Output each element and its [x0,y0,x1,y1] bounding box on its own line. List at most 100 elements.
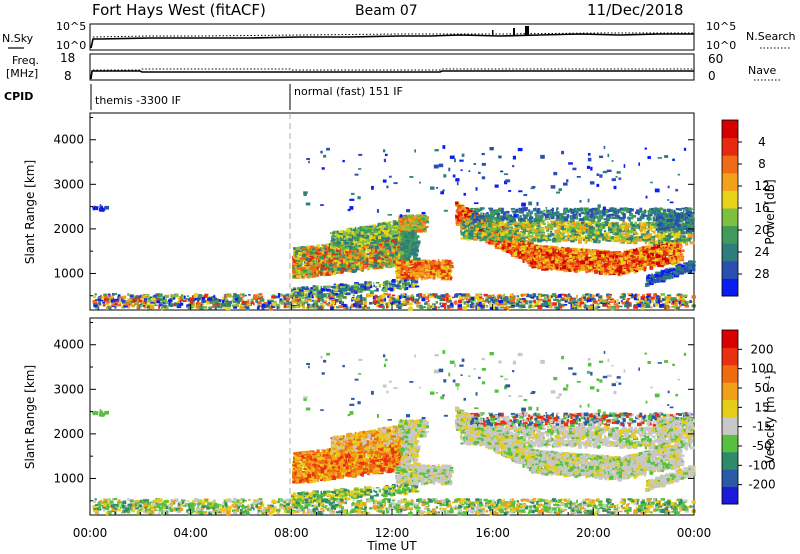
range-gate-cell [369,302,372,304]
range-gate-cell [396,305,399,308]
range-gate-cell [593,301,597,303]
range-gate-cell [115,301,120,303]
range-gate-cell [446,295,450,297]
range-gate-cell [692,295,696,298]
range-gate-cell [359,305,362,309]
range-gate-cell [533,300,535,304]
beam-title: Beam 07 [355,3,418,19]
range-gate-cell [233,306,237,308]
range-gate-cell [190,301,193,304]
range-gate-cell [536,296,538,300]
range-gate-cell [322,289,325,291]
range-gate-cell [135,296,137,298]
range-gate-cell [323,305,325,307]
range-gate-cell [655,303,659,306]
range-gate-cell [470,300,473,303]
range-gate-cell [409,285,411,288]
range-gate-cell [161,306,163,310]
range-gate-cell [669,301,671,303]
range-gate-cell [245,306,250,308]
range-gate-cell [305,299,310,301]
range-gate-cell [379,284,381,287]
range-gate-cell [373,300,377,304]
range-gate-cell [255,299,258,302]
range-gate-cell [504,303,506,305]
range-gate-cell [603,304,608,306]
range-gate-cell [281,293,283,296]
range-gate-cell [474,299,476,301]
range-gate-cell [427,306,432,309]
range-gate-cell [387,296,389,298]
range-gate-cell [498,300,503,303]
range-gate-cell [574,298,576,300]
noise-panel: N.Sky 10^5 10^0 10^5 10^0 N.Search [2,20,796,52]
range-gate-cell [411,294,414,296]
range-gate-cell [441,294,446,297]
range-gate-cell [436,301,438,304]
range-gate-cell [304,302,308,304]
range-gate-cell [414,280,418,283]
range-gate-cell [513,297,516,300]
range-gate-cell [283,296,286,298]
range-gate-cell [675,300,678,302]
noise-left-tick-top: 10^5 [56,20,86,33]
range-gate-cell [221,303,226,307]
range-gate-cell [286,294,289,297]
range-gate-cell [580,302,584,305]
range-gate-cell [660,304,664,307]
range-gate-cell [646,301,650,304]
range-gate-cell [312,304,314,307]
range-gate-cell [340,291,342,293]
range-gate-cell [562,299,564,301]
range-gate-cell [157,298,159,300]
range-gate-cell [366,295,370,297]
range-gate-cell [521,294,524,297]
range-gate-cell [327,303,329,306]
range-gate-cell [504,307,508,310]
range-gate-cell [373,285,375,287]
range-gate-cell [549,296,551,299]
range-gate-cell [577,307,582,309]
range-gate-cell [346,292,351,295]
range-gate-cell [310,287,312,289]
range-gate-cell [331,301,335,304]
range-gate-cell [171,294,173,296]
range-gate-cell [204,306,207,309]
range-gate-cell [378,305,383,307]
range-gate-cell [122,300,125,304]
freq-left-tick-top: 18 [60,51,75,65]
range-gate-cell [386,305,388,309]
range-gate-cell [550,304,552,308]
range-gate-cell [368,281,371,283]
range-gate-cell [576,295,578,298]
range-gate-cell [318,298,320,301]
range-gate-cell [427,303,430,306]
range-gate-cell [247,304,251,306]
range-gate-cell [528,300,532,303]
range-gate-cell [359,287,364,289]
range-gate-cell [268,301,272,304]
range-gate-cell [493,299,496,302]
range-gate-cell [522,298,524,300]
range-gate-cell [499,295,501,298]
noise-left-label: N.Sky [2,32,34,45]
range-gate-cell [197,298,201,301]
range-gate-cell [436,293,438,296]
frequency-trace [91,71,694,79]
range-gate-cell [612,298,614,300]
range-gate-cell [332,289,334,292]
range-gate-cell [340,288,344,290]
range-gate-cell [132,299,134,302]
range-gate-cell [595,304,598,306]
range-gate-cell [149,297,152,299]
range-gate-cell [575,303,578,305]
range-gate-cell [396,280,398,282]
range-gate-cell [620,296,625,298]
range-gate-cell [111,299,113,302]
range-gate-cell [666,307,670,309]
freq-label-line1: Freq. [12,54,39,67]
range-gate-cell [610,300,615,302]
noise-right-tick-top: 10^5 [706,20,736,33]
range-gate-cell [681,301,685,304]
range-gate-cell [393,298,395,300]
